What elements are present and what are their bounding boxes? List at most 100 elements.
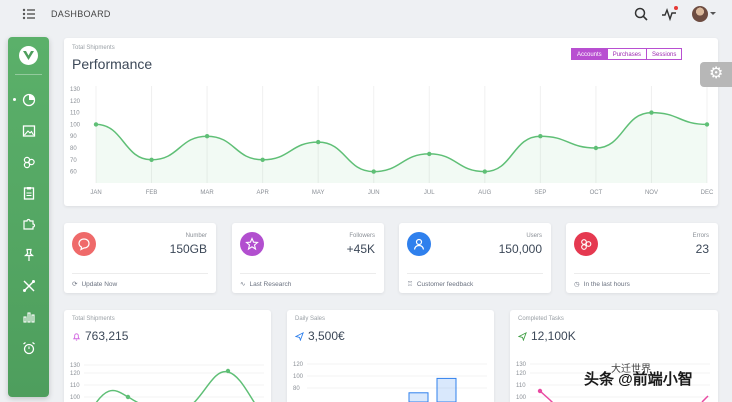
data-point	[538, 134, 543, 139]
data-point	[93, 122, 99, 127]
sidebar-item-dashboard-icon[interactable]	[21, 92, 37, 108]
y-tick-label: 100	[516, 395, 527, 401]
stat-footer-feedback[interactable]: ♖ Customer feedback	[407, 280, 473, 289]
divider	[407, 273, 543, 274]
stat-label: Number	[185, 233, 207, 239]
y-tick-label: 110	[70, 111, 80, 117]
x-tick-label: APR	[256, 190, 269, 196]
activity-notifications-icon[interactable]	[661, 6, 678, 22]
settings-fab[interactable]: ⚙	[700, 62, 732, 87]
mini-card-value: 3,500€	[308, 329, 345, 343]
performance-line-chart: JAN FEB MAR APR MAY JUN JUL AUG SEP OCT NOV DEC 60 70…	[70, 86, 714, 196]
completed-tasks-line-chart: 130 120 110 100	[516, 362, 710, 402]
performance-title: Performance	[72, 56, 153, 72]
watermark-author: 头条 @前端小智	[584, 371, 693, 388]
x-tick-label: FEB	[146, 190, 158, 196]
divider	[574, 273, 710, 274]
sidebar-divider	[15, 74, 42, 75]
stat-card-followers: Followers +45K ∿ Last Research	[232, 223, 384, 293]
performance-subtitle: Total Shipments	[72, 45, 115, 51]
stat-footer-research[interactable]: ∿ Last Research	[240, 280, 292, 289]
y-tick-label: 120	[293, 362, 304, 368]
y-tick-label: 90	[70, 134, 77, 140]
data-point	[225, 368, 231, 374]
watermark-brand: 大迁世界	[611, 364, 651, 375]
stat-value: 150,000	[498, 242, 542, 256]
x-tick-label: MAY	[312, 190, 325, 196]
data-point	[204, 134, 210, 139]
send-icon	[295, 331, 304, 341]
mini-card-value: 763,215	[85, 329, 129, 343]
x-tick-label: JUN	[368, 190, 380, 196]
mini-card-value-row: 763,215	[72, 329, 128, 343]
stat-value: 23	[695, 242, 709, 256]
x-tick-label: OCT	[590, 190, 603, 196]
sidebar-item-puzzle-icon[interactable]	[21, 216, 37, 232]
divider	[240, 273, 376, 274]
series-line	[95, 111, 708, 173]
stat-footer-update[interactable]: ⟳ Update Now	[72, 280, 117, 289]
y-tick-label: 60	[70, 170, 77, 176]
chevron-down-icon[interactable]	[710, 12, 716, 15]
notification-dot	[674, 6, 678, 10]
x-tick-label: DEC	[701, 190, 714, 196]
active-indicator	[13, 98, 16, 101]
data-point	[371, 169, 376, 174]
sidebar	[8, 37, 49, 397]
data-point	[482, 169, 488, 174]
data-point	[704, 122, 710, 127]
logo[interactable]	[19, 46, 38, 65]
mini-card-subtitle: Total Shipments	[72, 316, 115, 322]
stat-value: 150GB	[169, 242, 207, 256]
sidebar-item-chart-icon[interactable]	[21, 309, 37, 325]
data-point	[125, 394, 131, 400]
refresh-icon: ⟳	[72, 281, 78, 288]
series-line	[95, 371, 255, 402]
daily-sales-bar-chart: 120 100 80	[293, 362, 487, 402]
mini-card-subtitle: Daily Sales	[295, 316, 326, 322]
y-tick-label: 100	[70, 395, 81, 401]
avatar[interactable]	[692, 6, 708, 22]
x-tick-label: SEP	[534, 190, 546, 196]
top-bar: DASHBOARD	[0, 0, 732, 30]
chat-bubble-icon	[72, 232, 96, 256]
sidebar-item-pin-icon[interactable]	[21, 247, 37, 263]
sidebar-item-tools-icon[interactable]	[21, 278, 37, 294]
pulse-icon: ∿	[240, 281, 246, 288]
y-tick-label: 130	[516, 362, 527, 368]
send-icon	[518, 331, 527, 341]
y-tick-label: 80	[70, 146, 77, 152]
area-fill	[96, 112, 707, 183]
trophy-icon: ♖	[407, 281, 413, 288]
y-tick-label: 120	[70, 371, 81, 377]
menu-list-icon[interactable]	[22, 7, 36, 21]
stat-footer-text: In the last hours	[583, 280, 630, 288]
sidebar-item-image-icon[interactable]	[21, 123, 37, 139]
y-tick-label: 80	[293, 386, 300, 392]
stat-card-users: Users 150,000 ♖ Customer feedback	[399, 223, 551, 293]
y-tick-label: 70	[70, 158, 77, 164]
user-icon	[407, 232, 431, 256]
data-point	[649, 110, 654, 115]
mini-card-value-row: 3,500€	[295, 329, 345, 343]
clock-icon: ◷	[574, 281, 580, 288]
y-tick-label: 130	[70, 87, 81, 93]
performance-tabs: Accounts Purchases Sessions	[571, 48, 683, 60]
sidebar-item-alarm-icon[interactable]	[21, 340, 37, 356]
stat-label: Users	[526, 233, 542, 239]
stat-footer-errors[interactable]: ◷ In the last hours	[574, 280, 630, 289]
performance-card: Total Shipments Performance Accounts Pur…	[64, 38, 718, 206]
y-tick-label: 100	[293, 374, 304, 380]
y-tick-label: 100	[70, 122, 81, 128]
y-tick-label: 120	[516, 371, 527, 377]
tab-sessions[interactable]: Sessions	[646, 48, 683, 60]
sidebar-item-clipboard-icon[interactable]	[21, 185, 37, 201]
sidebar-item-apps-icon[interactable]	[21, 154, 37, 170]
stat-footer-text: Last Research	[249, 280, 292, 288]
gear-icon: ⚙	[709, 65, 724, 82]
stat-label: Followers	[349, 233, 375, 239]
y-tick-label: 110	[516, 383, 526, 389]
x-tick-label: JUL	[424, 190, 435, 196]
search-icon[interactable]	[633, 6, 649, 22]
bug-icon	[574, 232, 598, 256]
